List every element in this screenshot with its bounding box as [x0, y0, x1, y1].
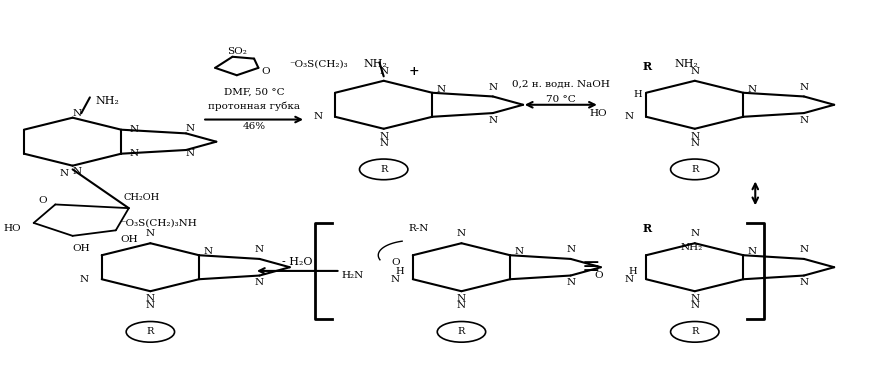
Text: N: N [457, 230, 466, 238]
Text: R: R [643, 223, 652, 234]
Text: NH₂: NH₂ [674, 59, 698, 69]
Text: 70 °C: 70 °C [546, 95, 576, 104]
Text: O: O [261, 67, 269, 76]
Text: N: N [514, 247, 523, 256]
Text: OH: OH [120, 235, 137, 244]
Text: N: N [690, 139, 700, 148]
Text: HO: HO [3, 224, 21, 233]
Text: N: N [624, 112, 634, 121]
Text: +: + [408, 65, 419, 78]
Text: N: N [72, 109, 82, 118]
Text: H: H [395, 267, 404, 276]
Text: протонная губка: протонная губка [208, 102, 300, 111]
Text: N: N [379, 132, 388, 141]
Text: N: N [255, 278, 264, 288]
Text: SO₂: SO₂ [227, 47, 247, 56]
Text: N: N [80, 275, 89, 284]
Text: N: N [313, 112, 322, 121]
Text: N: N [186, 125, 195, 134]
Text: N: N [747, 247, 757, 256]
Text: N: N [799, 245, 808, 254]
Text: H: H [629, 267, 638, 276]
Text: N: N [488, 116, 497, 125]
Text: NH₂: NH₂ [680, 243, 703, 252]
Text: O: O [594, 271, 603, 280]
Text: OH: OH [72, 244, 90, 253]
Text: 46%: 46% [242, 122, 266, 131]
Text: ⁻O₃S(CH₂)₃NH: ⁻O₃S(CH₂)₃NH [121, 218, 197, 227]
Text: N: N [379, 67, 388, 76]
Text: O: O [38, 196, 47, 205]
Text: N: N [566, 245, 575, 254]
Text: N: N [690, 294, 700, 303]
Text: N: N [379, 139, 388, 148]
Text: H: H [634, 90, 642, 99]
Text: N: N [566, 278, 575, 288]
Text: N: N [146, 301, 155, 311]
Text: N: N [186, 149, 195, 158]
Text: - H₂O: - H₂O [282, 257, 313, 267]
Text: ≡: ≡ [581, 256, 600, 278]
Text: N: N [690, 67, 700, 76]
Text: N: N [129, 125, 139, 134]
Text: DMF, 50 °C: DMF, 50 °C [223, 87, 284, 96]
Text: N: N [72, 167, 82, 176]
Text: R: R [691, 165, 699, 174]
Text: N: N [203, 247, 212, 256]
Text: N: N [624, 275, 634, 284]
Text: N: N [391, 275, 400, 284]
Text: NH₂: NH₂ [96, 96, 119, 106]
Text: N: N [255, 245, 264, 254]
Text: N: N [690, 301, 700, 311]
Text: R: R [691, 327, 699, 336]
Text: 0,2 н. водн. NaOH: 0,2 н. водн. NaOH [512, 80, 610, 89]
Text: N: N [690, 132, 700, 141]
Text: R-N: R-N [408, 224, 428, 233]
Text: R: R [643, 61, 652, 71]
Text: NH₂: NH₂ [363, 59, 387, 69]
Text: HO: HO [590, 109, 607, 118]
Text: N: N [457, 301, 466, 311]
Text: N: N [59, 169, 69, 177]
Text: N: N [488, 83, 497, 92]
Text: N: N [799, 278, 808, 288]
Text: O: O [391, 258, 400, 267]
Text: R: R [147, 327, 154, 336]
Text: N: N [799, 116, 808, 125]
Text: CH₂OH: CH₂OH [123, 193, 160, 202]
Text: R: R [380, 165, 388, 174]
Text: N: N [129, 149, 139, 158]
Text: N: N [436, 84, 446, 94]
Text: N: N [747, 84, 757, 94]
Text: N: N [457, 294, 466, 303]
Text: N: N [690, 230, 700, 238]
Text: N: N [146, 230, 155, 238]
Text: R: R [458, 327, 465, 336]
Text: N: N [799, 83, 808, 92]
Text: N: N [146, 294, 155, 303]
Text: H₂N: H₂N [342, 271, 363, 280]
Text: ⁻O₃S(CH₂)₃: ⁻O₃S(CH₂)₃ [289, 60, 348, 69]
